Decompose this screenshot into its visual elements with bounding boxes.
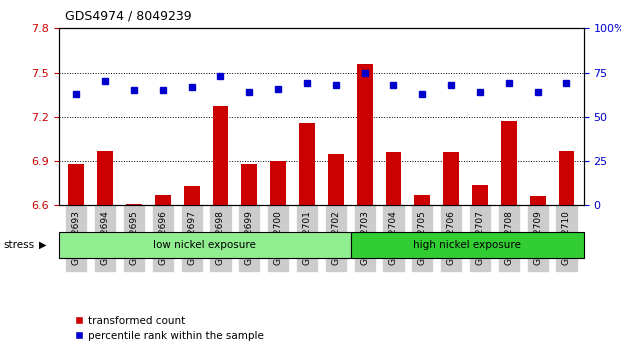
Bar — [356, 64, 373, 205]
Bar — [299, 123, 315, 205]
Bar — [97, 151, 113, 205]
Bar — [472, 185, 488, 205]
Text: GDS4974 / 8049239: GDS4974 / 8049239 — [65, 10, 192, 22]
Bar — [126, 204, 142, 205]
Bar — [530, 196, 545, 205]
Bar — [501, 121, 517, 205]
Bar — [68, 164, 84, 205]
Bar — [386, 152, 401, 205]
Legend: transformed count, percentile rank within the sample: transformed count, percentile rank withi… — [70, 312, 268, 345]
Text: ▶: ▶ — [39, 240, 46, 250]
Bar — [328, 154, 343, 205]
Bar — [443, 152, 459, 205]
Bar — [350, 232, 584, 258]
Bar — [59, 232, 350, 258]
Bar — [242, 164, 257, 205]
Bar — [270, 161, 286, 205]
Bar — [155, 195, 171, 205]
Text: low nickel exposure: low nickel exposure — [153, 240, 256, 250]
Text: stress: stress — [3, 240, 34, 250]
Text: high nickel exposure: high nickel exposure — [413, 240, 521, 250]
Bar — [414, 195, 430, 205]
Bar — [212, 107, 229, 205]
Bar — [184, 186, 199, 205]
Bar — [558, 151, 574, 205]
